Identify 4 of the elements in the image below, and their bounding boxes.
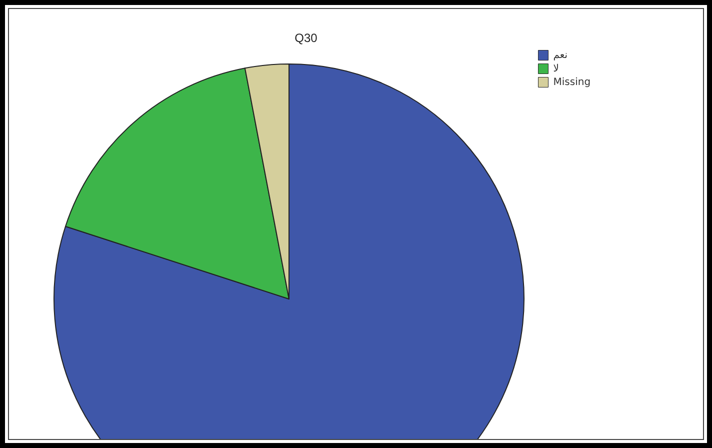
legend-label: لا [553, 63, 559, 74]
legend-label: نعم [553, 50, 568, 61]
legend-label: Missing [553, 76, 591, 88]
chart-title: Q30 [294, 31, 318, 45]
